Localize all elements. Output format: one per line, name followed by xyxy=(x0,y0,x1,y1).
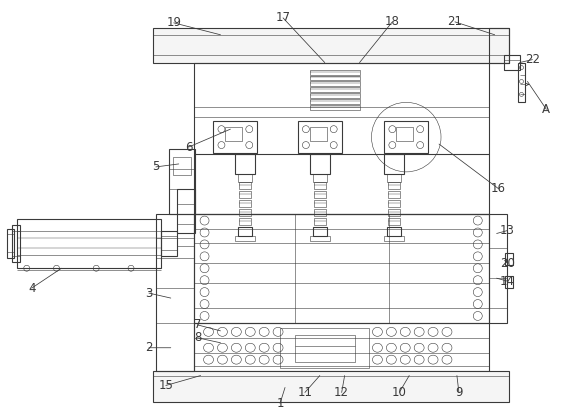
Bar xyxy=(310,99,360,104)
Text: 12: 12 xyxy=(334,386,349,399)
Text: 2: 2 xyxy=(145,341,153,354)
Bar xyxy=(310,81,360,86)
Text: 18: 18 xyxy=(385,15,400,28)
Bar xyxy=(387,174,401,182)
Bar xyxy=(505,253,512,265)
Bar xyxy=(505,276,512,288)
Text: 7: 7 xyxy=(194,319,201,331)
Bar xyxy=(193,214,489,323)
Bar xyxy=(489,214,507,323)
Bar xyxy=(310,236,329,241)
Bar xyxy=(389,191,400,198)
Bar xyxy=(387,226,401,236)
Bar xyxy=(396,127,413,141)
Bar xyxy=(310,76,360,81)
Bar xyxy=(177,189,195,233)
Bar xyxy=(310,88,360,92)
Text: 1: 1 xyxy=(276,397,284,410)
Text: 9: 9 xyxy=(455,386,463,399)
Bar xyxy=(389,182,400,189)
Bar xyxy=(295,335,354,362)
Bar xyxy=(169,149,195,214)
Text: 22: 22 xyxy=(525,53,540,66)
Bar xyxy=(239,217,251,224)
Bar xyxy=(280,328,369,367)
Bar xyxy=(153,28,508,62)
Bar xyxy=(314,182,326,189)
Text: 19: 19 xyxy=(166,16,181,29)
Text: 13: 13 xyxy=(500,224,515,237)
Bar xyxy=(193,323,489,371)
Bar xyxy=(225,127,242,141)
Text: 17: 17 xyxy=(276,12,291,24)
Text: 5: 5 xyxy=(152,160,160,173)
Bar xyxy=(314,191,326,198)
Bar xyxy=(310,105,360,110)
Bar xyxy=(173,157,190,175)
Text: 15: 15 xyxy=(159,379,173,392)
Text: 4: 4 xyxy=(28,282,35,295)
Bar xyxy=(239,200,251,207)
Bar xyxy=(310,69,360,74)
Bar xyxy=(298,121,342,153)
Text: 6: 6 xyxy=(185,141,192,154)
Bar xyxy=(310,127,327,141)
Bar xyxy=(389,200,400,207)
Bar xyxy=(239,191,251,198)
Bar xyxy=(235,154,255,174)
Bar xyxy=(489,28,508,62)
Bar xyxy=(12,224,20,262)
Bar xyxy=(239,226,252,236)
Bar xyxy=(156,214,193,371)
Bar xyxy=(17,219,161,268)
Bar xyxy=(214,121,257,153)
Text: 21: 21 xyxy=(448,15,463,28)
Bar xyxy=(7,229,14,259)
Bar xyxy=(504,55,519,69)
Bar xyxy=(235,236,255,241)
Text: A: A xyxy=(543,103,550,116)
Bar xyxy=(314,209,326,216)
Bar xyxy=(310,154,329,174)
Bar xyxy=(239,209,251,216)
Bar xyxy=(153,371,508,402)
Text: 3: 3 xyxy=(145,286,153,300)
Bar xyxy=(193,62,489,214)
Text: 8: 8 xyxy=(194,331,201,344)
Bar xyxy=(384,121,428,153)
Bar xyxy=(239,182,251,189)
Bar xyxy=(313,174,327,182)
Text: 11: 11 xyxy=(298,386,313,399)
Bar xyxy=(161,231,177,256)
Text: 14: 14 xyxy=(500,275,515,288)
Text: 20: 20 xyxy=(500,257,515,270)
Bar xyxy=(389,209,400,216)
Bar xyxy=(518,62,526,102)
Bar xyxy=(310,93,360,98)
Bar xyxy=(389,217,400,224)
Text: 10: 10 xyxy=(392,386,406,399)
Text: 16: 16 xyxy=(491,182,506,195)
Bar xyxy=(314,200,326,207)
Bar xyxy=(314,217,326,224)
Bar xyxy=(384,154,404,174)
Bar xyxy=(239,174,252,182)
Bar xyxy=(384,236,404,241)
Bar xyxy=(313,226,327,236)
